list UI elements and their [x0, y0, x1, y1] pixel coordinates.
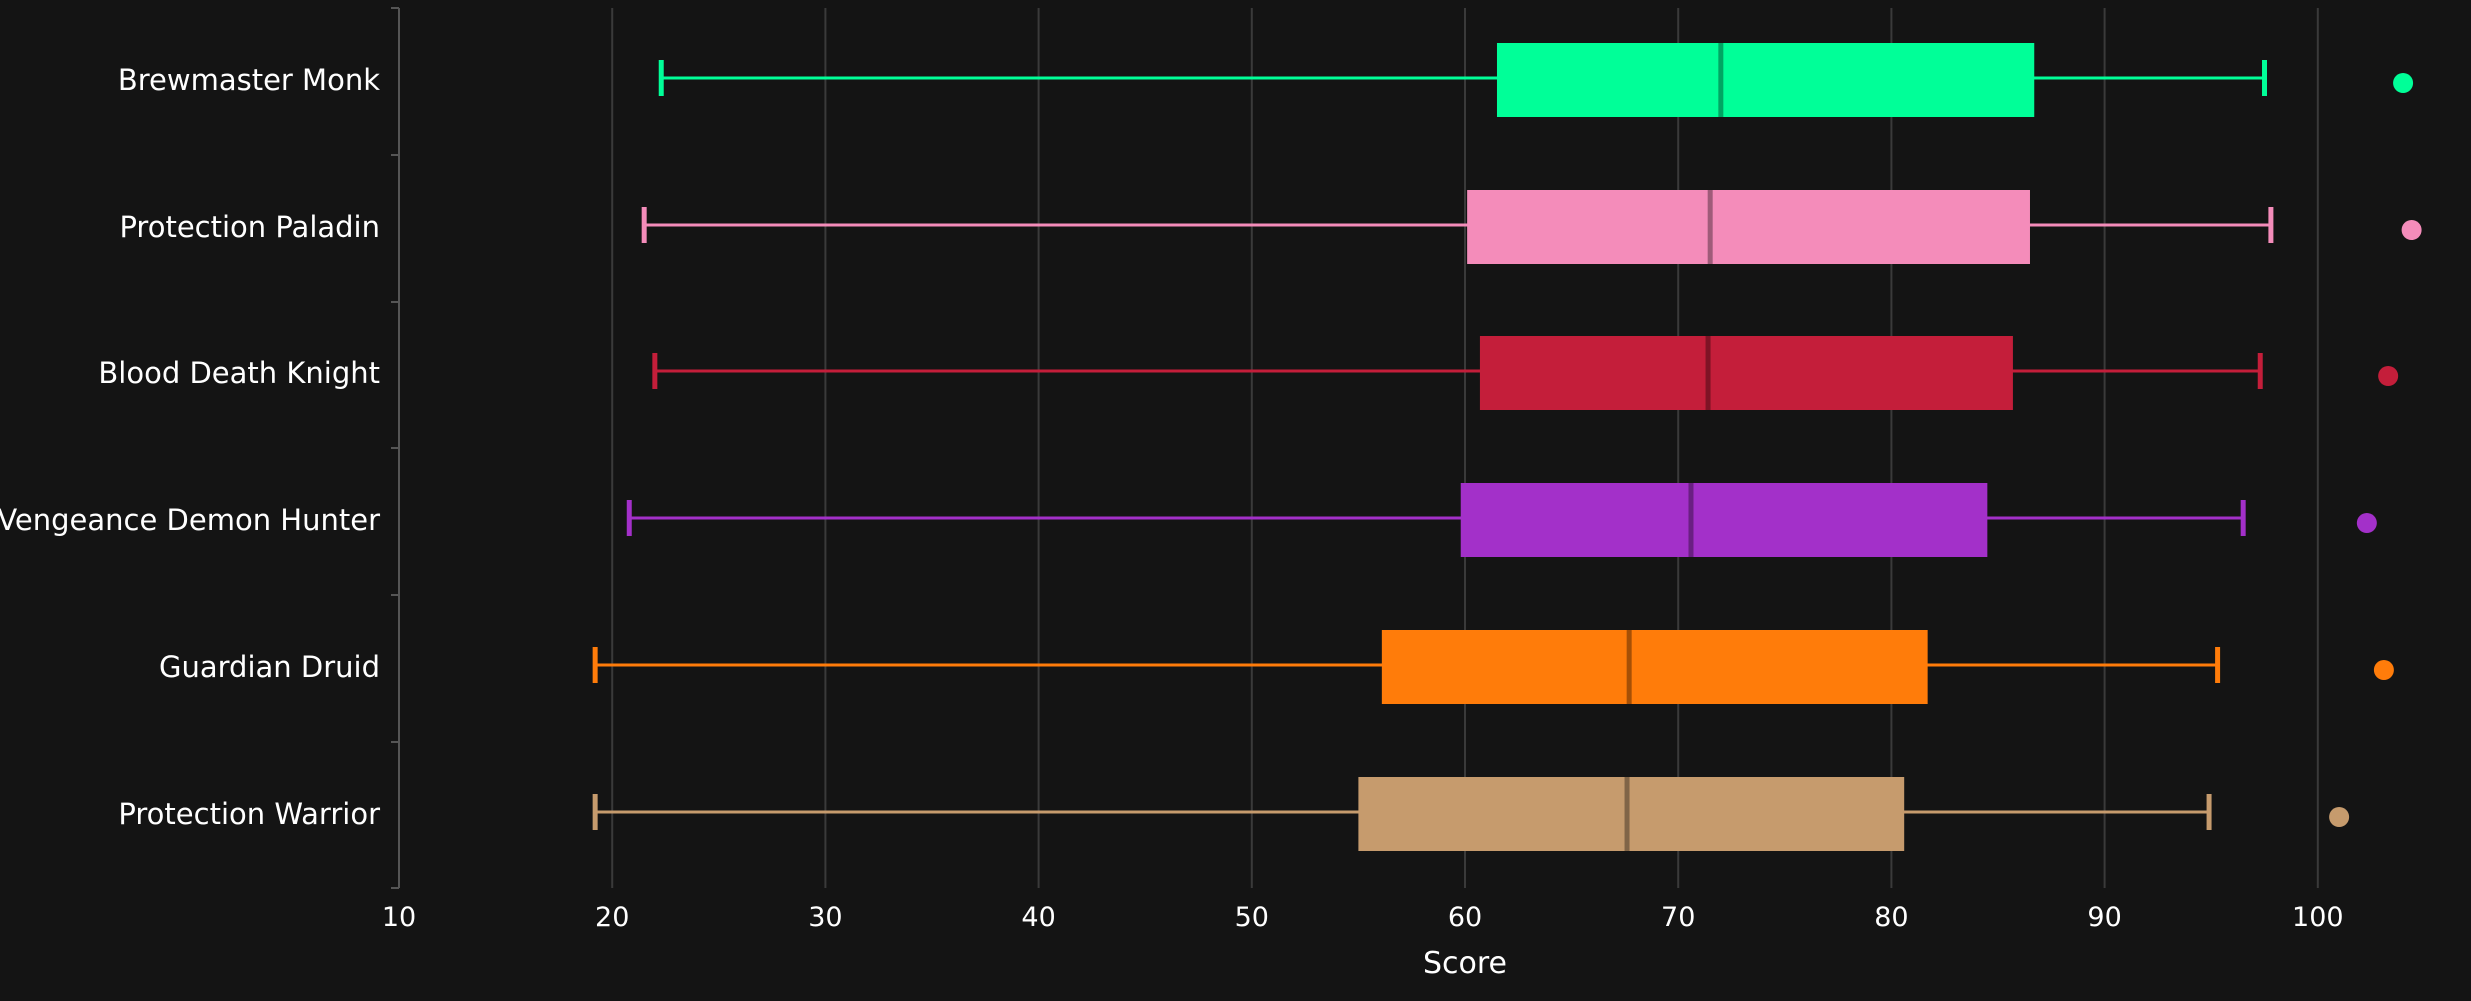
box-group [658, 43, 2414, 117]
box-group [592, 630, 2394, 704]
box-group [652, 336, 2399, 410]
box-group [641, 190, 2422, 264]
iqr-box [1479, 336, 2013, 410]
category-label: Protection Warrior [118, 797, 380, 831]
iqr-box [1460, 483, 1988, 557]
box-group [592, 777, 2350, 851]
x-tick-label: 90 [2087, 902, 2121, 933]
x-axis-title: Score [1423, 946, 1507, 981]
outlier-point [2393, 73, 2414, 93]
outlier-point [2356, 513, 2377, 533]
category-label: Blood Death Knight [98, 356, 380, 390]
outlier-point [2401, 220, 2422, 240]
x-tick-label: 100 [2292, 902, 2344, 933]
category-label: Brewmaster Monk [118, 63, 380, 97]
x-tick-label: 40 [1021, 902, 1055, 933]
category-label: Guardian Druid [159, 650, 380, 684]
iqr-box [1381, 630, 1928, 704]
x-tick-label: 70 [1661, 902, 1695, 933]
grid-lines [611, 8, 2319, 888]
outlier-point [2378, 366, 2399, 386]
iqr-box [1496, 43, 2035, 117]
x-tick-label: 30 [808, 902, 842, 933]
outlier-point [2373, 660, 2394, 680]
box-series [592, 43, 2422, 851]
outlier-point [2329, 807, 2350, 827]
x-tick-label: 80 [1874, 902, 1908, 933]
category-label: Protection Paladin [119, 210, 380, 244]
x-tick-label: 10 [382, 902, 416, 933]
x-tick-label: 20 [595, 902, 629, 933]
iqr-box [1358, 777, 1905, 851]
x-tick-label: 50 [1235, 902, 1269, 933]
iqr-box [1467, 190, 2030, 264]
labels: 10 20 30 40 50 60 70 80 90 100 Brewmaster Monk Prot… [0, 63, 2344, 933]
axes [391, 7, 400, 889]
category-label: Vengeance Demon Hunter [0, 503, 380, 537]
x-tick-label: 60 [1448, 902, 1482, 933]
box-group [626, 483, 2377, 557]
